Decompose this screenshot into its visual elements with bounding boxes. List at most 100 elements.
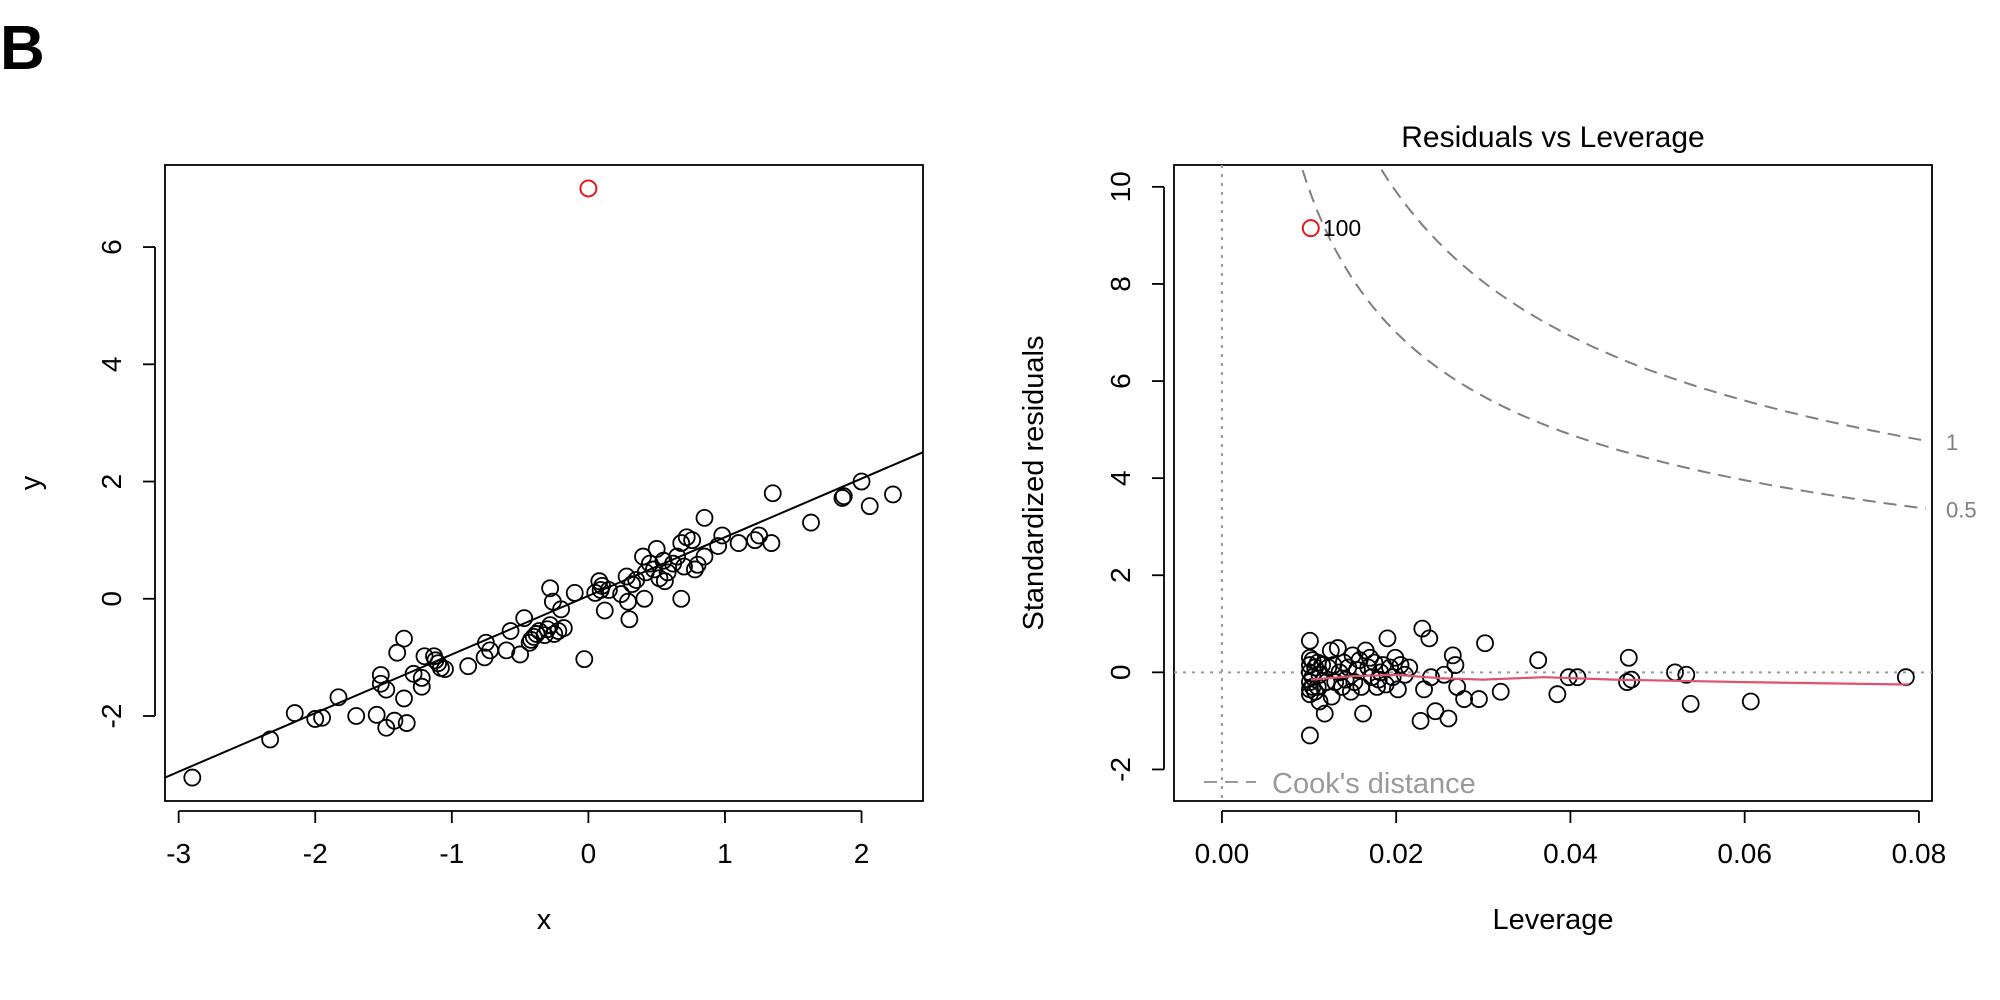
data-point: [1741, 692, 1760, 711]
data-point: [501, 622, 520, 640]
data-point: [1371, 663, 1390, 682]
data-point: [261, 730, 280, 749]
data-point: [329, 688, 348, 707]
x-tick-label: 0: [581, 838, 597, 869]
data-point: [347, 707, 366, 725]
data-point: [183, 768, 202, 787]
data-point: [1677, 665, 1696, 684]
data-point: [1435, 665, 1453, 684]
data-point: [1362, 668, 1381, 687]
data-point: [802, 513, 820, 532]
data-point: [1315, 704, 1334, 723]
data-point: [412, 677, 431, 696]
data-point: [709, 537, 728, 555]
data-point: [623, 575, 641, 594]
data-point: [313, 708, 331, 727]
data-point: [459, 657, 478, 676]
data-point: [1439, 709, 1458, 728]
x-tick-label: -1: [439, 838, 464, 869]
y-axis-label: y: [15, 475, 47, 490]
outlier-label: 100: [1323, 215, 1361, 241]
data-point: [645, 560, 663, 579]
data-point: [475, 648, 494, 667]
data-point: [285, 704, 304, 722]
data-point: [1476, 634, 1494, 653]
data-point: [412, 669, 431, 687]
data-point: [713, 526, 732, 545]
chart-title: Residuals vs Leverage: [1401, 121, 1705, 154]
data-point: [554, 619, 573, 637]
data-point: [668, 547, 687, 566]
plot-area: 100: [1174, 165, 1932, 801]
data-point: [397, 714, 416, 732]
data-point: [686, 560, 704, 579]
x-axis-label: x: [537, 904, 552, 936]
data-point: [695, 508, 714, 527]
data-point: [620, 610, 639, 629]
y-tick-label: -2: [96, 704, 127, 729]
data-point: [1446, 656, 1465, 674]
data-point: [833, 489, 852, 507]
regression-line: [165, 451, 923, 779]
data-point: [306, 710, 325, 728]
data-point: [385, 711, 404, 730]
panel-label: B: [0, 14, 45, 83]
data-point: [1354, 704, 1372, 723]
data-point: [527, 625, 546, 643]
x-tick-label: -3: [166, 838, 191, 869]
data-point: [1415, 680, 1433, 699]
data-point: [658, 563, 677, 582]
data-point: [763, 484, 782, 503]
data-point: [404, 664, 423, 683]
data-point: [590, 572, 609, 591]
plot-frame: [164, 164, 924, 802]
data-point: [1548, 685, 1567, 704]
data-point: [884, 485, 902, 504]
y-tick-label: -2: [1105, 757, 1136, 782]
data-point: [599, 581, 618, 599]
outlier-point: [579, 179, 598, 198]
data-point: [395, 629, 413, 648]
x-tick-label: -2: [303, 838, 328, 869]
x-tick-label: 1: [717, 838, 733, 869]
data-point: [1378, 629, 1397, 648]
data-point: [1336, 670, 1355, 689]
x-tick-label: 0.06: [1717, 838, 1772, 869]
data-point: [750, 526, 769, 545]
data-point: [655, 572, 674, 591]
y-tick-label: 10: [1105, 171, 1136, 202]
data-point: [647, 540, 666, 558]
legend-label: Cook's distance: [1272, 768, 1476, 800]
x-tick-label: 0.02: [1369, 838, 1424, 869]
data-point: [1301, 631, 1319, 650]
data-point: [371, 674, 390, 693]
y-tick-label: 2: [1105, 567, 1136, 583]
x-tick-label: 2: [854, 838, 870, 869]
data-point: [695, 547, 714, 566]
data-point: [762, 534, 781, 552]
data-point: [552, 600, 570, 619]
data-point: [1301, 726, 1319, 745]
data-point: [545, 625, 564, 643]
data-point: [1619, 648, 1638, 667]
data-point: [852, 472, 871, 491]
data-point: [1455, 690, 1474, 708]
data-point: [1321, 641, 1340, 660]
data-point: [746, 531, 764, 550]
data-point: [1411, 711, 1430, 730]
data-point: [1348, 661, 1366, 679]
cooks-contour-label: 1: [1946, 430, 1958, 455]
data-point: [1365, 653, 1384, 672]
plot-frame: [1173, 164, 1933, 802]
y-axis-label: Standardized residuals: [1018, 335, 1050, 630]
x-tick-label: 0.04: [1543, 838, 1598, 869]
y-tick-label: 0: [1105, 665, 1136, 681]
y-tick-label: 4: [1105, 470, 1136, 486]
x-axis-label: Leverage: [1493, 904, 1614, 936]
data-point: [635, 589, 654, 608]
data-point: [575, 650, 594, 669]
data-point: [395, 689, 413, 708]
data-point: [388, 643, 407, 662]
data-point: [672, 589, 691, 608]
